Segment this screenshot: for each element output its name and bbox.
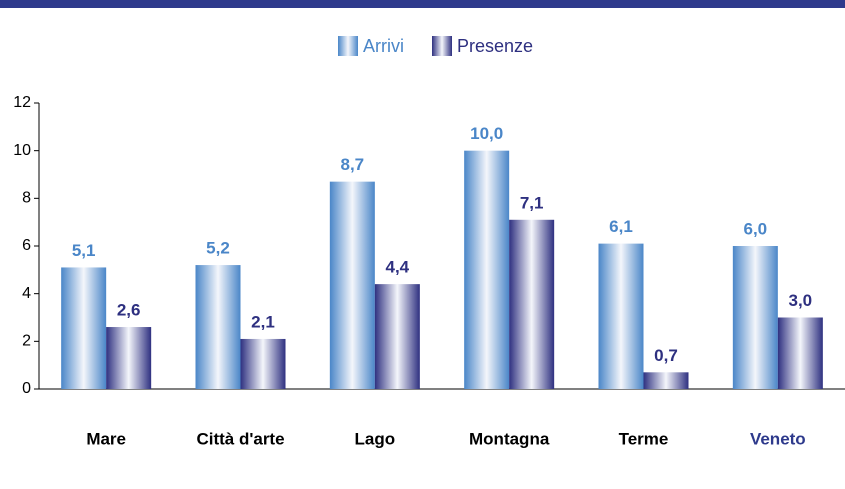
bar — [464, 150, 510, 389]
y-tick-label: 12 — [13, 94, 31, 111]
top-strip — [0, 0, 845, 8]
bar — [643, 372, 689, 389]
y-tick-label: 6 — [22, 237, 31, 254]
bar — [598, 243, 644, 389]
value-label: 4,4 — [386, 258, 410, 277]
legend-swatch — [338, 36, 358, 56]
y-tick-label: 0 — [22, 380, 31, 397]
value-label: 2,6 — [117, 301, 141, 320]
x-tick-label: Terme — [619, 429, 669, 448]
legend-label: Presenze — [457, 36, 533, 56]
bar — [195, 265, 241, 389]
bar — [61, 267, 107, 389]
x-tick-label: Montagna — [469, 429, 550, 448]
bar — [777, 317, 823, 389]
value-label: 5,1 — [72, 241, 96, 260]
y-tick-label: 8 — [22, 190, 31, 207]
bar — [374, 284, 420, 389]
y-tick-label: 2 — [22, 333, 31, 350]
y-tick-label: 4 — [22, 285, 31, 302]
bar — [329, 181, 375, 389]
value-label: 10,0 — [470, 124, 503, 143]
x-tick-label: Mare — [86, 429, 126, 448]
value-label: 6,1 — [609, 217, 633, 236]
value-label: 8,7 — [341, 155, 365, 174]
bar — [732, 246, 778, 389]
value-label: 2,1 — [251, 312, 275, 331]
bar — [509, 219, 555, 389]
bar — [240, 338, 286, 389]
legend-swatch — [432, 36, 452, 56]
x-tick-label: Lago — [355, 429, 396, 448]
value-label: 7,1 — [520, 193, 544, 212]
value-label: 6,0 — [744, 219, 768, 238]
x-tick-label: Veneto — [750, 429, 806, 448]
x-tick-label: Città d'arte — [196, 429, 284, 448]
value-label: 5,2 — [206, 239, 230, 258]
legend-label: Arrivi — [363, 36, 404, 56]
bar — [106, 327, 152, 389]
y-tick-label: 10 — [13, 142, 31, 159]
value-label: 0,7 — [654, 346, 678, 365]
value-label: 3,0 — [789, 291, 813, 310]
